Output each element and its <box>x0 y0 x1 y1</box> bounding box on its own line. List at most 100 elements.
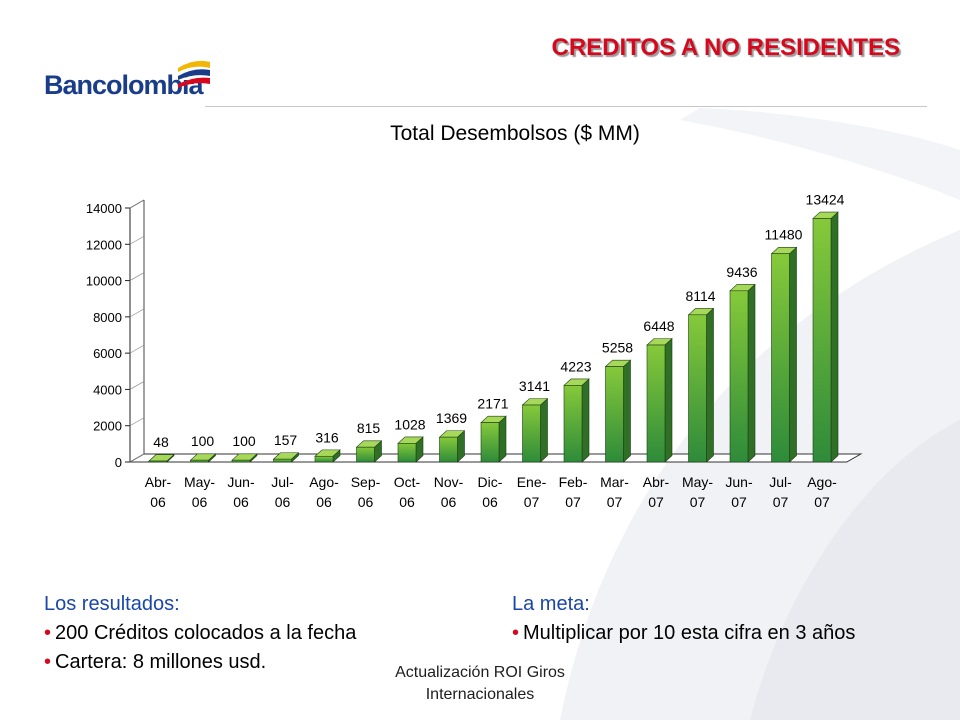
bar <box>563 378 590 463</box>
bar <box>148 453 175 463</box>
bar-front <box>646 344 666 463</box>
bar <box>355 440 383 463</box>
goal-item: • Multiplicar por 10 esta cifra en 3 años <box>512 619 855 648</box>
data-label: 5258 <box>602 340 633 356</box>
bar-side <box>664 337 673 463</box>
data-label: 9436 <box>726 264 757 280</box>
bullet-icon: • <box>44 622 52 644</box>
bar <box>770 246 798 463</box>
bar-front <box>190 459 209 463</box>
logo-stripes-icon <box>178 60 210 88</box>
x-tick-label: 07 <box>607 494 623 510</box>
results-item: • Cartera: 8 millones usd. <box>44 648 356 677</box>
x-tick-label: Jun- <box>725 474 753 490</box>
bar-side <box>789 246 797 463</box>
bar-front <box>522 404 541 463</box>
results-item-text: Cartera: 8 millones usd. <box>55 651 267 673</box>
bar-side <box>830 211 839 463</box>
data-label: 100 <box>232 433 256 449</box>
x-tick-label: Ene- <box>517 474 547 490</box>
bar <box>314 449 341 463</box>
bar-front <box>439 436 458 463</box>
y-tick-depth <box>129 199 145 209</box>
x-tick-label: May- <box>682 474 713 490</box>
bar-front <box>563 385 583 463</box>
bullet-icon: • <box>44 651 52 673</box>
x-tick-label: Ago- <box>309 474 339 490</box>
footer-line: Actualización ROI Giros <box>395 664 565 681</box>
bar-front <box>480 422 500 463</box>
y-tick-label: 6000 <box>93 346 122 361</box>
bar <box>646 337 673 463</box>
bar <box>729 283 756 463</box>
data-label: 6448 <box>643 318 674 334</box>
data-label: 316 <box>315 429 339 445</box>
x-tick-label: 07 <box>524 494 540 510</box>
x-tick-label: 06 <box>482 494 498 510</box>
bar-front <box>314 455 334 463</box>
data-label: 3141 <box>519 378 550 394</box>
x-tick-label: 06 <box>192 494 208 510</box>
y-tick-label: 10000 <box>86 274 122 289</box>
bar-side <box>498 415 507 463</box>
y-tick-depth <box>129 417 145 426</box>
chart-bars <box>148 211 839 463</box>
x-tick-label: 07 <box>565 494 581 510</box>
y-tick-label: 14000 <box>86 201 122 216</box>
y-tick-label: 2000 <box>93 419 122 434</box>
x-tick-label: 07 <box>773 494 789 510</box>
bar <box>604 359 632 463</box>
results-item: • 200 Créditos colocados a la fecha <box>44 619 356 648</box>
data-label: 4223 <box>560 358 591 374</box>
chart-title: Total Desembolsos ($ MM) <box>390 122 640 145</box>
bar <box>521 397 549 463</box>
x-tick-label: 07 <box>690 494 706 510</box>
data-label: 1028 <box>394 416 425 432</box>
results-item-text: 200 Créditos colocados a la fecha <box>55 622 357 644</box>
x-tick-label: 06 <box>399 494 415 510</box>
y-tick-label: 8000 <box>93 310 122 325</box>
x-tick-label: Oct- <box>394 474 421 490</box>
x-tick-label: Ago- <box>807 474 837 490</box>
x-tick-label: Mar- <box>600 474 629 490</box>
x-tick-label: 06 <box>316 494 332 510</box>
x-tick-label: 06 <box>150 494 166 510</box>
x-tick-label: May- <box>184 474 215 490</box>
x-tick-label: 06 <box>275 494 291 510</box>
x-tick-label: 07 <box>648 494 664 510</box>
slide-footer: Actualización ROI Giros Internacionales <box>330 662 630 706</box>
bar-front <box>812 218 832 463</box>
x-tick-label: Feb- <box>559 474 588 490</box>
goal-item-text: Multiplicar por 10 esta cifra en 3 años <box>523 622 856 644</box>
y-tick-depth <box>129 381 145 390</box>
bar <box>189 453 217 463</box>
bar <box>687 307 715 463</box>
results-heading: Los resultados: <box>44 593 180 615</box>
x-tick-label: Jun- <box>227 474 255 490</box>
bar-front <box>148 460 168 463</box>
x-tick-label: Abr- <box>643 474 670 490</box>
bar-front <box>356 446 375 463</box>
y-tick-label: 12000 <box>86 237 122 252</box>
bar-side <box>581 378 590 463</box>
bar-front <box>688 314 707 463</box>
y-tick-depth <box>129 236 145 245</box>
bar <box>272 452 300 463</box>
y-tick-depth <box>129 308 145 318</box>
header-divider <box>205 106 927 107</box>
y-tick-label: 0 <box>115 455 122 470</box>
data-label: 13424 <box>806 191 845 207</box>
bar <box>397 436 424 463</box>
bar-side <box>747 283 756 463</box>
bar-front <box>605 366 624 463</box>
y-tick-depth <box>129 272 145 281</box>
x-tick-label: 06 <box>441 494 457 510</box>
bar-front <box>273 458 292 463</box>
bar-side <box>623 359 631 463</box>
bar-front <box>231 459 251 463</box>
x-tick-label: Jul- <box>271 474 294 490</box>
goal-block: La meta: • Multiplicar por 10 esta cifra … <box>512 590 855 648</box>
chart-labels: 0 2000 4000 6000 8000 10000 12000 14000 48 Abr- 06… <box>86 191 845 510</box>
x-tick-label: 07 <box>731 494 747 510</box>
y-tick-depth <box>129 453 145 463</box>
